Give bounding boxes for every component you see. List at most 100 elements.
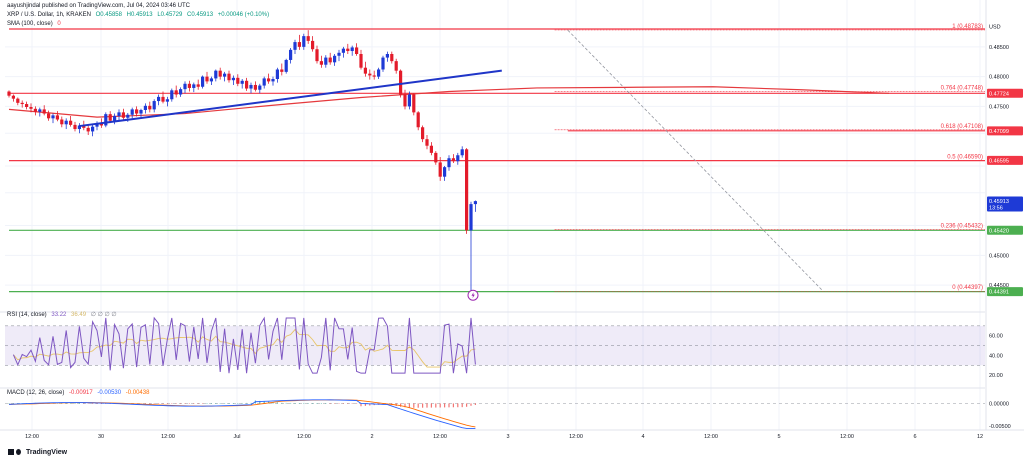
macd-histogram-bar	[347, 403, 349, 404]
tradingview-logo-icon	[8, 448, 22, 456]
macd-panel: 0.00000 -0.00500	[0, 387, 1011, 430]
time-tick-label: 30	[98, 434, 104, 440]
candle-body	[196, 84, 200, 87]
price-tick-label: 0.48000	[989, 75, 1009, 81]
macd-histogram-bar	[65, 403, 67, 404]
candle-body	[227, 73, 231, 81]
fib-diagonal-line	[567, 29, 824, 292]
time-tick-label: 12:00	[25, 434, 39, 440]
candle-body	[328, 57, 332, 63]
macd-histogram-bar	[426, 403, 428, 408]
price-tick-label: 0.47500	[989, 104, 1009, 110]
candle-body	[438, 162, 442, 177]
candle-body	[416, 112, 420, 128]
candle-body	[51, 115, 55, 119]
candle-body	[126, 114, 130, 118]
candle-body	[139, 109, 143, 114]
candle-body	[236, 77, 240, 84]
macd-histogram-bar	[474, 403, 476, 405]
macd-histogram-bar	[444, 403, 446, 408]
candle-body	[148, 105, 152, 110]
candle-body	[187, 83, 191, 88]
candle-body	[302, 36, 306, 47]
candle-body	[183, 83, 187, 90]
macd-histogram-bar	[263, 401, 265, 404]
candle-body	[161, 96, 165, 102]
candle-body	[355, 47, 359, 54]
macd-histogram-bar	[290, 402, 292, 404]
candle-body	[341, 48, 345, 53]
macd-histogram-bar	[439, 403, 441, 408]
macd-histogram-bar	[417, 403, 419, 408]
macd-hist-value: -0.00917	[69, 390, 93, 396]
macd-histogram-bar	[448, 403, 450, 408]
candle-body	[135, 109, 139, 114]
macd-histogram-bar	[83, 403, 85, 404]
price-tick-label: 0.44500	[989, 283, 1009, 289]
candle-body	[99, 123, 103, 126]
price-badge	[987, 21, 1023, 31]
candle-body	[460, 149, 464, 156]
candle-body	[425, 139, 429, 146]
candle-body	[42, 109, 46, 114]
footer-brand: TradingView	[26, 448, 68, 456]
fib-level-label: 0.5 (0.46590)	[947, 155, 983, 161]
candle-body	[403, 94, 407, 107]
macd-histogram-bar	[466, 403, 468, 407]
macd-histogram-bar	[250, 402, 252, 404]
candle-body	[245, 80, 249, 89]
time-tick-label: 12:00	[569, 434, 583, 440]
macd-histogram-bar	[105, 403, 107, 404]
macd-histogram-bar	[356, 403, 358, 404]
candle-body	[429, 145, 433, 153]
macd-histogram-bar	[364, 403, 366, 406]
candle-body	[77, 125, 81, 130]
candle-body	[359, 53, 363, 68]
macd-histogram-bar	[202, 403, 204, 404]
sma-label: SMA (100, close)	[7, 21, 53, 27]
macd-histogram-bar	[232, 403, 234, 404]
macd-histogram-bar	[228, 403, 230, 404]
candle-body	[201, 76, 205, 87]
macd-histogram-bar	[320, 403, 322, 404]
time-tick-label: 4	[641, 434, 644, 440]
macd-histogram-bar	[329, 403, 331, 404]
symbol-name: XRP / U.S. Dollar, 1h, KRAKEN	[7, 12, 91, 18]
candle-body	[311, 40, 315, 50]
macd-label: MACD (12, 26, close)	[7, 390, 65, 396]
candle-body	[218, 70, 222, 77]
candle-body	[315, 49, 319, 62]
candle-body	[368, 73, 372, 76]
candle-body	[284, 59, 288, 72]
macd-histogram-bar	[197, 403, 199, 404]
macd-histogram-bar	[334, 403, 336, 404]
macd-histogram-bar	[312, 403, 314, 404]
macd-histogram-bar	[338, 403, 340, 404]
fib-level-label: 0.236 (0.45432)	[941, 224, 983, 230]
candle-body	[377, 69, 381, 77]
macd-histogram-bar	[100, 403, 102, 404]
trendline	[79, 69, 502, 128]
time-tick-label: 12:00	[433, 434, 447, 440]
price-badge-label: 0.47724	[989, 91, 1009, 97]
candle-body	[73, 124, 77, 130]
candle-body	[60, 119, 64, 125]
macd-histogram-bar	[237, 403, 239, 404]
sma-legend: SMA (100, close) 0	[7, 21, 64, 27]
candle-body	[267, 78, 271, 82]
price-badge	[987, 225, 1023, 235]
fib-level-label: 1 (0.48783)	[952, 24, 983, 30]
candle-body	[91, 126, 95, 132]
candle-body	[399, 70, 403, 95]
price-badge	[987, 155, 1023, 165]
macd-histogram-bar	[404, 403, 406, 408]
time-tick-label: Jul	[233, 434, 240, 440]
candle-body	[143, 105, 147, 110]
candle-body	[372, 75, 376, 77]
candle-body	[333, 55, 337, 63]
candles	[7, 30, 477, 292]
price-badge	[987, 287, 1023, 297]
time-tick-label: 5	[777, 434, 780, 440]
candle-body	[192, 84, 196, 88]
macd-histogram-bar	[360, 403, 362, 407]
